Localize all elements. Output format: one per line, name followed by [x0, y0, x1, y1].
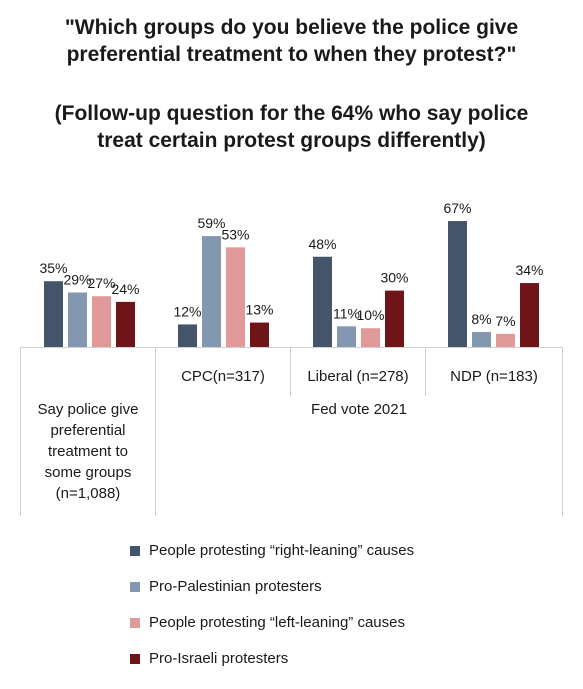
bar — [250, 322, 269, 347]
data-label: 67% — [443, 200, 471, 216]
bar — [202, 236, 221, 347]
bar — [226, 247, 245, 347]
category-label: (n=1,088) — [56, 485, 121, 502]
data-label: 48% — [308, 236, 336, 252]
bar — [92, 296, 111, 347]
category-label: Liberal (n=278) — [307, 368, 408, 385]
data-label: 35% — [39, 260, 67, 276]
category-label: CPC(n=317) — [181, 368, 265, 385]
data-label: 12% — [173, 303, 201, 319]
data-label: 29% — [63, 271, 91, 287]
bar — [385, 290, 404, 347]
chart-subtitle-line: treat certain protest groups differently… — [97, 129, 486, 152]
data-label: 8% — [471, 311, 491, 327]
category-label: Say police give — [38, 401, 139, 418]
data-label: 27% — [87, 275, 115, 291]
bar — [44, 281, 63, 347]
chart-title: "Which groups do you believe the police … — [0, 14, 583, 68]
legend-swatch — [130, 654, 140, 664]
chart-title-line: "Which groups do you believe the police … — [64, 16, 519, 39]
bar — [448, 221, 467, 347]
bar — [520, 283, 539, 347]
category-label: some groups — [45, 464, 132, 481]
bar — [496, 333, 515, 347]
bar — [178, 324, 197, 347]
bar — [472, 331, 491, 347]
bar — [361, 328, 380, 347]
data-label: 24% — [111, 281, 139, 297]
group-label: Fed vote 2021 — [311, 401, 407, 418]
category-label: treatment to — [48, 443, 128, 460]
data-label: 13% — [245, 302, 273, 318]
bar — [313, 256, 332, 347]
bar — [337, 326, 356, 347]
data-label: 53% — [221, 226, 249, 242]
category-label: preferential — [50, 422, 125, 439]
data-label: 7% — [495, 313, 515, 329]
data-label: 59% — [197, 215, 225, 231]
legend-label: People protesting “left-leaning” causes — [149, 614, 405, 631]
legend-label: Pro-Israeli protesters — [149, 650, 289, 667]
chart-subtitle-line: (Follow-up question for the 64% who say … — [54, 102, 529, 125]
data-label: 11% — [333, 305, 360, 321]
data-label: 30% — [380, 270, 408, 286]
chart-subtitle: (Follow-up question for the 64% who say … — [0, 100, 583, 154]
legend-swatch — [130, 618, 140, 628]
legend-swatch — [130, 546, 140, 556]
legend-swatch — [130, 582, 140, 592]
data-label: 10% — [356, 307, 384, 323]
data-label: 34% — [515, 262, 543, 278]
category-label: NDP (n=183) — [450, 368, 538, 385]
bar — [116, 301, 135, 347]
legend-label: Pro-Palestinian protesters — [149, 578, 322, 595]
bar — [68, 292, 87, 347]
legend-label: People protesting “right-leaning” causes — [149, 542, 415, 559]
chart-title-line: preferential treatment to when they prot… — [66, 43, 517, 66]
